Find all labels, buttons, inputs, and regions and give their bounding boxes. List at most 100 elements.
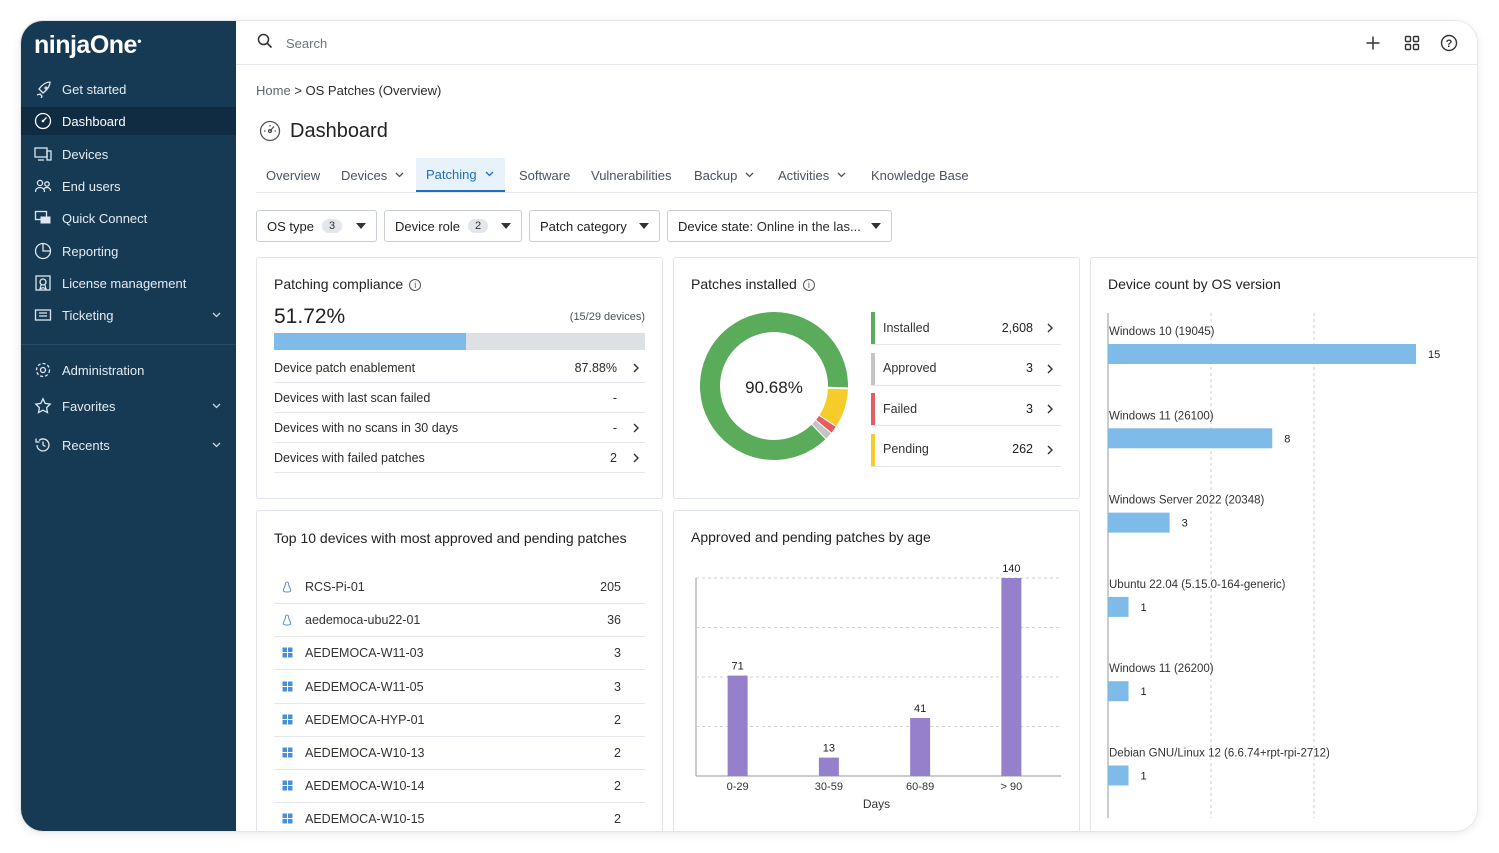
- device-name[interactable]: RCS-Pi-01: [305, 580, 365, 594]
- chevron-right-icon[interactable]: [1045, 403, 1055, 418]
- sidebar-item-favorites[interactable]: Favorites: [21, 392, 236, 420]
- sidebar-item-license-management[interactable]: License management: [21, 269, 236, 297]
- ticket-icon: [34, 306, 52, 324]
- filter-device-state[interactable]: Device state: Online in the las...: [667, 210, 892, 242]
- info-icon[interactable]: i: [409, 279, 422, 291]
- chevron-down-icon[interactable]: [211, 438, 222, 453]
- chevron-right-icon[interactable]: [631, 422, 641, 437]
- sidebar-item-administration[interactable]: Administration: [21, 356, 236, 384]
- info-icon[interactable]: i: [802, 279, 815, 291]
- tab-devices[interactable]: Devices: [331, 158, 415, 192]
- compliance-row[interactable]: Device patch enablement 87.88%: [274, 353, 645, 383]
- table-row[interactable]: AEDEMOCA-W10-15 2: [274, 803, 645, 831]
- category-label: Windows Server 2022 (20348): [1109, 495, 1264, 507]
- filter-patch-category[interactable]: Patch category: [529, 210, 660, 242]
- search-icon[interactable]: [257, 33, 273, 54]
- compliance-row-label: Devices with failed patches: [274, 450, 425, 465]
- tab-patching[interactable]: Patching: [416, 158, 505, 192]
- table-row[interactable]: AEDEMOCA-W11-03 3: [274, 637, 645, 671]
- sidebar-item-dashboard[interactable]: Dashboard: [21, 107, 236, 135]
- category-label: Debian GNU/Linux 12 (6.6.74+rpt-rpi-2712…: [1109, 748, 1330, 760]
- chevron-down-icon[interactable]: [211, 308, 222, 323]
- tab-knowledge-base[interactable]: Knowledge Base: [861, 158, 979, 192]
- legend-row-approved[interactable]: Approved 3: [871, 352, 1061, 386]
- tab-label: Activities: [778, 167, 830, 183]
- sidebar-item-devices[interactable]: Devices: [21, 140, 236, 168]
- sidebar-item-ticketing[interactable]: Ticketing: [21, 301, 236, 329]
- tab-overview[interactable]: Overview: [256, 158, 330, 192]
- legend-row-failed[interactable]: Failed 3: [871, 392, 1061, 426]
- device-name[interactable]: AEDEMOCA-W11-03: [305, 646, 424, 661]
- chevron-right-icon[interactable]: [1045, 322, 1055, 337]
- sidebar-item-label: Reporting: [62, 243, 119, 259]
- chevron-right-icon[interactable]: [631, 452, 641, 467]
- sidebar-item-label: Devices: [62, 146, 109, 162]
- chevron-right-icon[interactable]: [1045, 444, 1055, 459]
- legend-value: 2,608: [1001, 320, 1033, 335]
- table-row[interactable]: AEDEMOCA-W10-14 2: [274, 770, 645, 804]
- windows-icon: [282, 813, 293, 827]
- filter-count-badge: 3: [321, 219, 343, 233]
- apps-grid-icon[interactable]: [1401, 32, 1423, 54]
- patching-compliance-card: Patching compliance i 51.72% (15/29 devic…: [256, 257, 663, 499]
- caret-down-icon: [356, 223, 366, 229]
- sidebar-item-reporting[interactable]: Reporting: [21, 237, 236, 265]
- donut-slice-approved: [811, 420, 831, 440]
- linux-icon: [282, 581, 292, 596]
- device-patch-count: 2: [614, 746, 621, 760]
- license-icon: [34, 274, 52, 292]
- help-icon[interactable]: ?: [1438, 32, 1460, 54]
- sidebar-item-get-started[interactable]: Get started: [21, 75, 236, 103]
- x-tick-label: 60-89: [906, 781, 934, 793]
- filter-label: Device state:: [678, 218, 754, 234]
- bar-value-label: 15: [1428, 349, 1440, 361]
- compliance-row[interactable]: Devices with failed patches 2: [274, 443, 645, 473]
- sidebar-item-label: Administration: [62, 362, 145, 378]
- bar-value-label: 71: [732, 661, 744, 673]
- device-name[interactable]: AEDEMOCA-W10-14: [305, 779, 425, 794]
- device-patch-count: 3: [614, 646, 621, 661]
- tab-software[interactable]: Software: [509, 158, 580, 192]
- breadcrumb-home[interactable]: Home: [256, 83, 291, 98]
- donut-slice-installed: [700, 312, 848, 460]
- sidebar-item-recents[interactable]: Recents: [21, 431, 236, 459]
- legend-row-pending[interactable]: Pending 262: [871, 433, 1061, 467]
- device-name[interactable]: AEDEMOCA-W10-15: [305, 812, 425, 827]
- table-row[interactable]: aedemoca-ubu22-01 36: [274, 604, 645, 638]
- chevron-right-icon[interactable]: [631, 362, 641, 377]
- chevron-right-icon[interactable]: [1045, 363, 1055, 378]
- add-icon[interactable]: [1362, 32, 1384, 54]
- tab-label: Backup: [694, 167, 738, 183]
- table-row[interactable]: AEDEMOCA-W10-13 2: [274, 737, 645, 770]
- sidebar-item-quick-connect[interactable]: Quick Connect: [21, 204, 236, 232]
- tab-activities[interactable]: Activities: [768, 158, 857, 192]
- filter-device-role[interactable]: Device role 2: [384, 210, 522, 242]
- reporting-icon: [34, 242, 52, 260]
- device-name[interactable]: AEDEMOCA-W11-05: [305, 679, 424, 694]
- compliance-row[interactable]: Devices with no scans in 30 days -: [274, 413, 645, 443]
- sidebar-item-end-users[interactable]: End users: [21, 172, 236, 200]
- sidebar-item-label: Dashboard: [62, 113, 126, 129]
- compliance-percent: 51.72%: [274, 305, 346, 328]
- legend-color-swatch: [871, 352, 875, 385]
- table-row[interactable]: AEDEMOCA-HYP-01 2: [274, 704, 645, 737]
- dashboard-icon: [259, 120, 281, 147]
- category-label: Ubuntu 22.04 (5.15.0-164-generic): [1109, 579, 1286, 591]
- legend-row-installed[interactable]: Installed 2,608: [871, 311, 1061, 345]
- device-name[interactable]: AEDEMOCA-W10-13: [305, 746, 425, 760]
- gauge-icon: [34, 112, 52, 130]
- compliance-devices: (15/29 devices): [569, 311, 645, 323]
- search-input[interactable]: [286, 34, 686, 52]
- table-row[interactable]: RCS-Pi-01 205: [274, 571, 645, 604]
- chevron-down-icon[interactable]: [211, 399, 222, 414]
- patches-by-age-bar-chart: 71 0-29 13 30-59 41 60-89 140 > 90 Days: [695, 563, 1061, 811]
- ninjaone-logo[interactable]: ninjaOne●: [34, 31, 142, 59]
- filter-os-type[interactable]: OS type 3: [256, 210, 377, 242]
- device-name[interactable]: aedemoca-ubu22-01: [305, 613, 421, 628]
- legend-label: Failed: [883, 401, 918, 416]
- table-row[interactable]: AEDEMOCA-W11-05 3: [274, 671, 645, 704]
- device-name[interactable]: AEDEMOCA-HYP-01: [305, 712, 425, 727]
- devices-icon: [34, 145, 52, 163]
- tab-vulnerabilities[interactable]: Vulnerabilities: [581, 158, 681, 192]
- tab-backup[interactable]: Backup: [684, 158, 765, 192]
